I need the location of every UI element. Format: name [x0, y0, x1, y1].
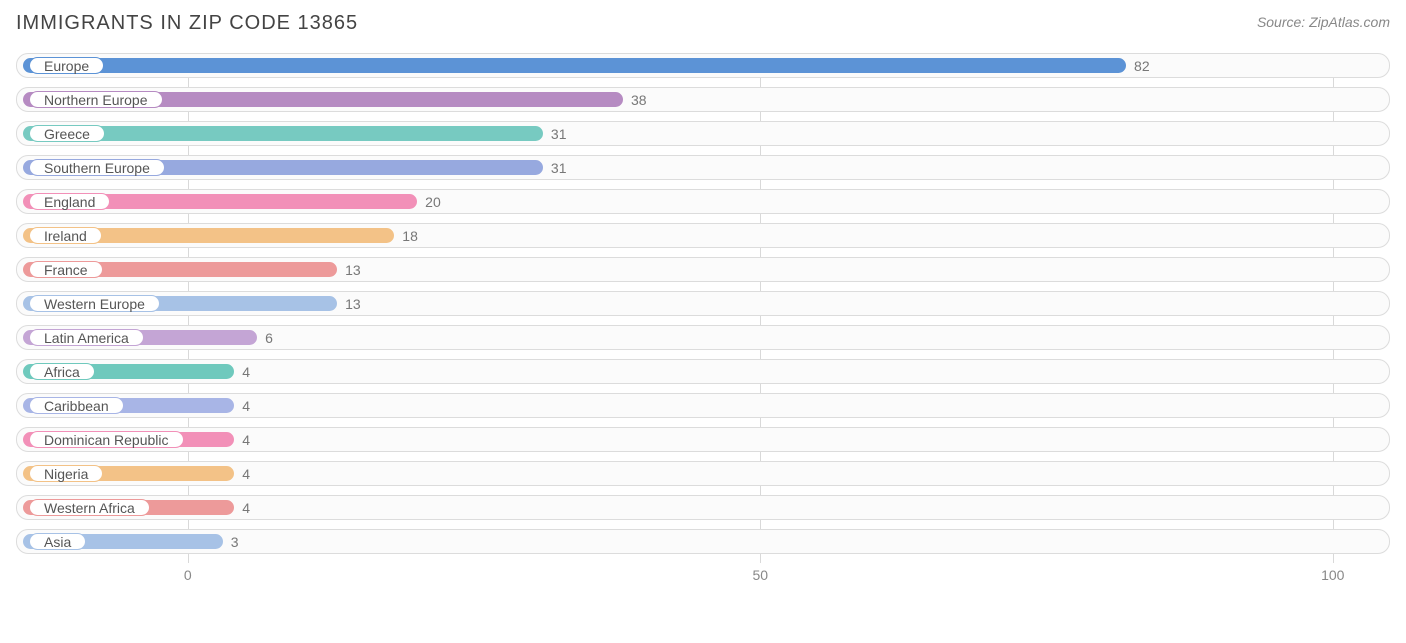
value-label: 82	[1126, 54, 1150, 77]
bar-row: Western Europe 13	[16, 291, 1390, 316]
category-label: Northern Europe	[29, 91, 163, 108]
value-label: 4	[234, 360, 250, 383]
value-label: 4	[234, 496, 250, 519]
bar-row: Nigeria 4	[16, 461, 1390, 486]
x-axis: 0 50 100	[16, 563, 1390, 591]
bar-row: Ireland 18	[16, 223, 1390, 248]
bar-row: England 20	[16, 189, 1390, 214]
value-label: 13	[337, 292, 361, 315]
category-label: Nigeria	[29, 465, 103, 482]
value-label: 13	[337, 258, 361, 281]
category-label: Dominican Republic	[29, 431, 184, 448]
category-label: Western Africa	[29, 499, 150, 516]
category-label: Europe	[29, 57, 104, 74]
bar-row: France 13	[16, 257, 1390, 282]
bar-row: Latin America 6	[16, 325, 1390, 350]
chart-area: Europe82Northern Europe38Greece31Souther…	[16, 53, 1390, 591]
chart-title: IMMIGRANTS IN ZIP CODE 13865	[16, 12, 358, 35]
category-label: Ireland	[29, 227, 102, 244]
category-label: Africa	[29, 363, 95, 380]
bar-row: Southern Europe 31	[16, 155, 1390, 180]
bar	[23, 58, 1126, 73]
value-label: 31	[543, 156, 567, 179]
value-label: 20	[417, 190, 441, 213]
category-label: Greece	[29, 125, 105, 142]
axis-tick: 100	[1321, 567, 1344, 583]
value-label: 4	[234, 428, 250, 451]
value-label: 4	[234, 394, 250, 417]
category-label: France	[29, 261, 103, 278]
category-label: England	[29, 193, 110, 210]
axis-tick: 0	[184, 567, 192, 583]
chart-rows: Europe82Northern Europe38Greece31Souther…	[16, 53, 1390, 554]
value-label: 4	[234, 462, 250, 485]
value-label: 38	[623, 88, 647, 111]
header: IMMIGRANTS IN ZIP CODE 13865 Source: Zip…	[16, 12, 1390, 35]
bar-row: Dominican Republic 4	[16, 427, 1390, 452]
bar-row: Europe 82	[16, 53, 1390, 78]
bar-row: Greece 31	[16, 121, 1390, 146]
bar-row: Asia 3	[16, 529, 1390, 554]
category-label: Latin America	[29, 329, 144, 346]
bar-row: Africa 4	[16, 359, 1390, 384]
axis-tick: 50	[752, 567, 768, 583]
value-label: 31	[543, 122, 567, 145]
value-label: 3	[223, 530, 239, 553]
value-label: 18	[394, 224, 418, 247]
category-label: Asia	[29, 533, 86, 550]
category-label: Western Europe	[29, 295, 160, 312]
bar-row: Northern Europe 38	[16, 87, 1390, 112]
bar-row: Western Africa 4	[16, 495, 1390, 520]
category-label: Southern Europe	[29, 159, 165, 176]
chart-source: Source: ZipAtlas.com	[1257, 12, 1390, 30]
bar-row: Caribbean 4	[16, 393, 1390, 418]
category-label: Caribbean	[29, 397, 124, 414]
value-label: 6	[257, 326, 273, 349]
